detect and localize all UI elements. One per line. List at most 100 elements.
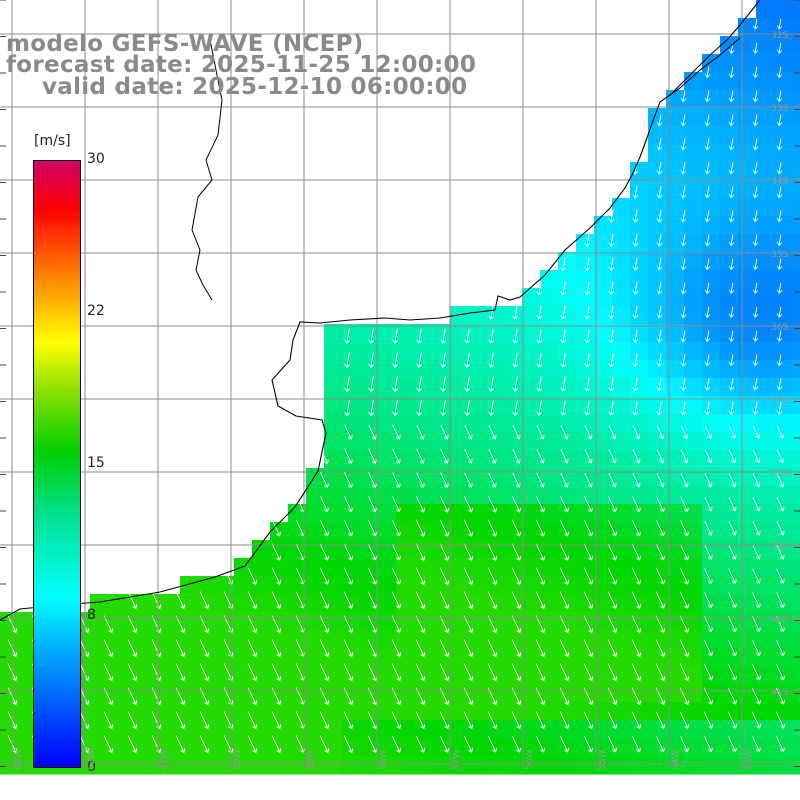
wind-speed-cell [702,144,721,163]
wind-speed-cell [774,0,793,19]
wind-arrow [488,328,494,344]
wind-arrow [776,90,783,103]
wind-speed-cell [288,594,307,613]
wind-speed-cell [756,594,775,613]
wind-speed-cell [198,648,217,667]
wind-speed-cell [162,612,181,631]
wind-speed-cell [684,162,703,181]
wind-speed-cell [216,702,235,721]
wind-speed-cell [450,432,469,451]
wind-arrow [271,639,282,658]
wind-speed-cell [360,342,379,361]
wind-arrow [440,448,449,464]
wind-speed-cell [576,486,595,505]
wind-speed-cell [324,396,343,415]
wind-speed-cell [450,666,469,685]
wind-arrow [391,711,402,730]
wind-speed-cell [504,360,523,379]
wind-speed-cell [522,342,541,361]
wind-speed-cell [666,288,685,307]
wind-speed-cell [558,270,577,289]
wind-arrow [680,258,687,271]
wind-arrow [607,543,617,561]
wind-arrow [103,711,114,730]
wind-speed-cell [504,738,523,757]
wind-arrow [367,591,378,609]
wind-speed-cell [774,36,793,55]
wind-arrow [656,425,665,440]
wind-speed-cell [504,414,523,433]
wind-speed-cell [234,684,253,703]
wind-speed-cell [324,486,343,505]
wind-arrow [752,736,761,753]
wind-arrow [656,258,663,271]
wind-speed-cell [18,756,37,775]
wind-speed-cell [126,594,145,613]
wind-speed-cell [360,540,379,559]
wind-arrow [752,496,761,512]
wind-speed-cell [738,306,757,325]
wind-speed-cell [540,432,559,451]
wind-speed-cell [648,486,667,505]
wind-speed-cell [360,468,379,487]
wind-speed-cell [522,324,541,343]
wind-arrow [703,663,713,681]
wind-arrow [439,495,449,513]
wind-arrow [319,711,330,730]
wind-arrow [632,377,639,392]
wind-speed-cell [792,108,800,127]
wind-speed-cell [702,414,721,433]
wind-arrow [728,258,735,271]
wind-speed-cell [378,396,397,415]
wind-arrow [391,591,402,609]
wind-speed-cell [792,594,800,613]
wind-speed-cell [396,486,415,505]
wind-speed-cell [738,270,757,289]
wind-arrow [439,639,450,658]
wind-speed-cell [774,594,793,613]
wind-speed-cell [342,684,361,703]
wind-arrow [775,711,786,729]
wind-arrow [127,735,138,754]
wind-arrow [344,328,350,345]
wind-speed-cell [738,648,757,667]
longitude-label: 61W [160,749,170,770]
wind-speed-cell [666,414,685,433]
wind-speed-cell [522,486,541,505]
wind-speed-cell [792,378,800,397]
wind-speed-cell [630,612,649,631]
wind-arrow [608,209,615,223]
wind-arrow [728,496,737,512]
wind-speed-cell [108,702,127,721]
wind-speed-cell [414,522,433,541]
wind-arrow [655,567,665,585]
wind-speed-cell [756,306,775,325]
wind-speed-cell [396,702,415,721]
wind-speed-cell [270,756,289,775]
wind-speed-cell [486,360,505,379]
wind-speed-cell [648,666,667,685]
wind-speed-cell [666,342,685,361]
wind-speed-cell [702,108,721,127]
wind-speed-cell [378,360,397,379]
wind-arrow [391,663,402,682]
wind-speed-cell [612,342,631,361]
wind-arrow [728,306,735,318]
wind-speed-cell [414,324,433,343]
wind-speed-cell [666,306,685,325]
wind-speed-cell [576,504,595,523]
wind-speed-cell [792,216,800,235]
wind-speed-cell [306,630,325,649]
wind-speed-cell [594,216,613,235]
wind-arrow [680,354,687,367]
wind-arrow [416,472,425,489]
wind-speed-cell [756,288,775,307]
wind-speed-cell [594,576,613,595]
wind-speed-cell [648,324,667,343]
wind-speed-cell [720,486,739,505]
wind-speed-cell [378,504,397,523]
wind-speed-cell [414,414,433,433]
wind-arrow [608,496,617,513]
wind-arrow [631,520,641,537]
wind-speed-cell [738,108,757,127]
